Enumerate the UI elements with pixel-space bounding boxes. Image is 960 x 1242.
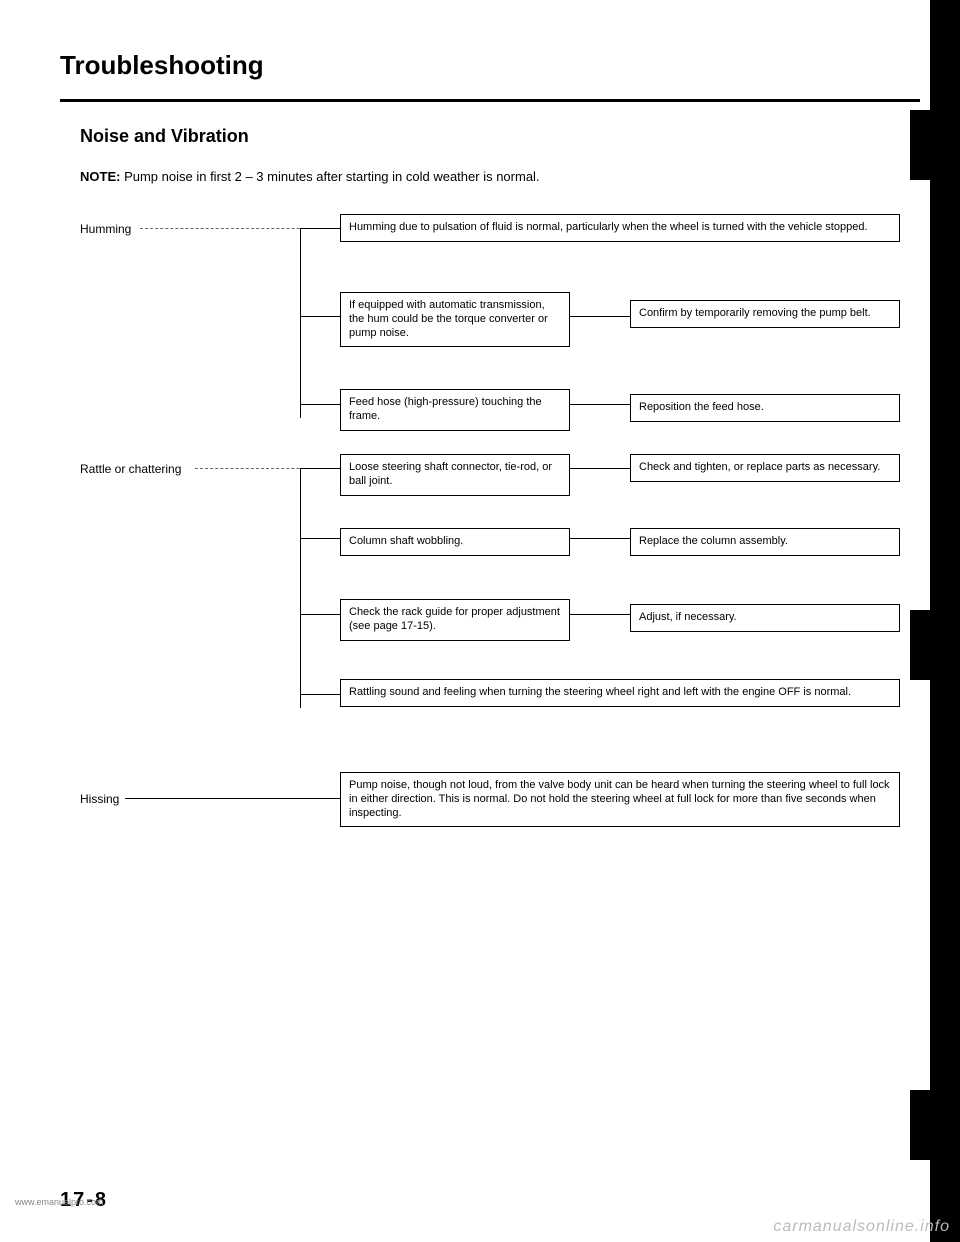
binder-notch (910, 1090, 960, 1160)
connector-line (300, 538, 340, 539)
box-loose-shaft: Loose steering shaft connector, tie-rod,… (340, 454, 570, 496)
connector-line (300, 468, 301, 708)
box-humming-normal: Humming due to pulsation of fluid is nor… (340, 214, 900, 242)
connector-line (300, 228, 340, 229)
box-adjust: Adjust, if necessary. (630, 604, 900, 632)
symptom-humming: Humming (80, 222, 131, 236)
box-replace-column: Replace the column assembly. (630, 528, 900, 556)
box-check-tighten: Check and tighten, or replace parts as n… (630, 454, 900, 482)
connector-line (570, 538, 630, 539)
connector-line (300, 694, 340, 695)
box-confirm-belt: Confirm by temporarily removing the pump… (630, 300, 900, 328)
connector-line (570, 468, 630, 469)
connector-line (300, 228, 301, 418)
connector-line (125, 798, 340, 799)
box-auto-trans: If equipped with automatic transmission,… (340, 292, 570, 347)
connector-line (570, 316, 630, 317)
note-label: NOTE: (80, 169, 120, 184)
section-subtitle: Noise and Vibration (80, 126, 920, 147)
connector-line (300, 614, 340, 615)
title-rule (60, 99, 920, 102)
box-column-wobble: Column shaft wobbling. (340, 528, 570, 556)
box-check-rack: Check the rack guide for proper adjustme… (340, 599, 570, 641)
watermark-site: carmanualsonline.info (773, 1218, 950, 1236)
box-feed-hose: Feed hose (high-pressure) touching the f… (340, 389, 570, 431)
symptom-rattle: Rattle or chattering (80, 462, 181, 476)
box-reposition: Reposition the feed hose. (630, 394, 900, 422)
box-rattling-normal: Rattling sound and feeling when turning … (340, 679, 900, 707)
connector-line (300, 468, 340, 469)
troubleshooting-diagram: Humming Rattle or chattering Hissing Hum… (80, 214, 920, 854)
connector-line (300, 404, 340, 405)
note-text: Pump noise in first 2 – 3 minutes after … (124, 169, 539, 184)
connector-line (570, 614, 630, 615)
connector-line (570, 404, 630, 405)
page-title: Troubleshooting (60, 50, 920, 81)
symptom-hissing: Hissing (80, 792, 119, 806)
box-pump-noise: Pump noise, though not loud, from the va… (340, 772, 900, 827)
watermark-source: www.emanualpro.com (15, 1197, 104, 1207)
connector-line (300, 316, 340, 317)
note-line: NOTE: Pump noise in first 2 – 3 minutes … (80, 169, 920, 184)
page-content: Troubleshooting Noise and Vibration NOTE… (0, 0, 960, 894)
